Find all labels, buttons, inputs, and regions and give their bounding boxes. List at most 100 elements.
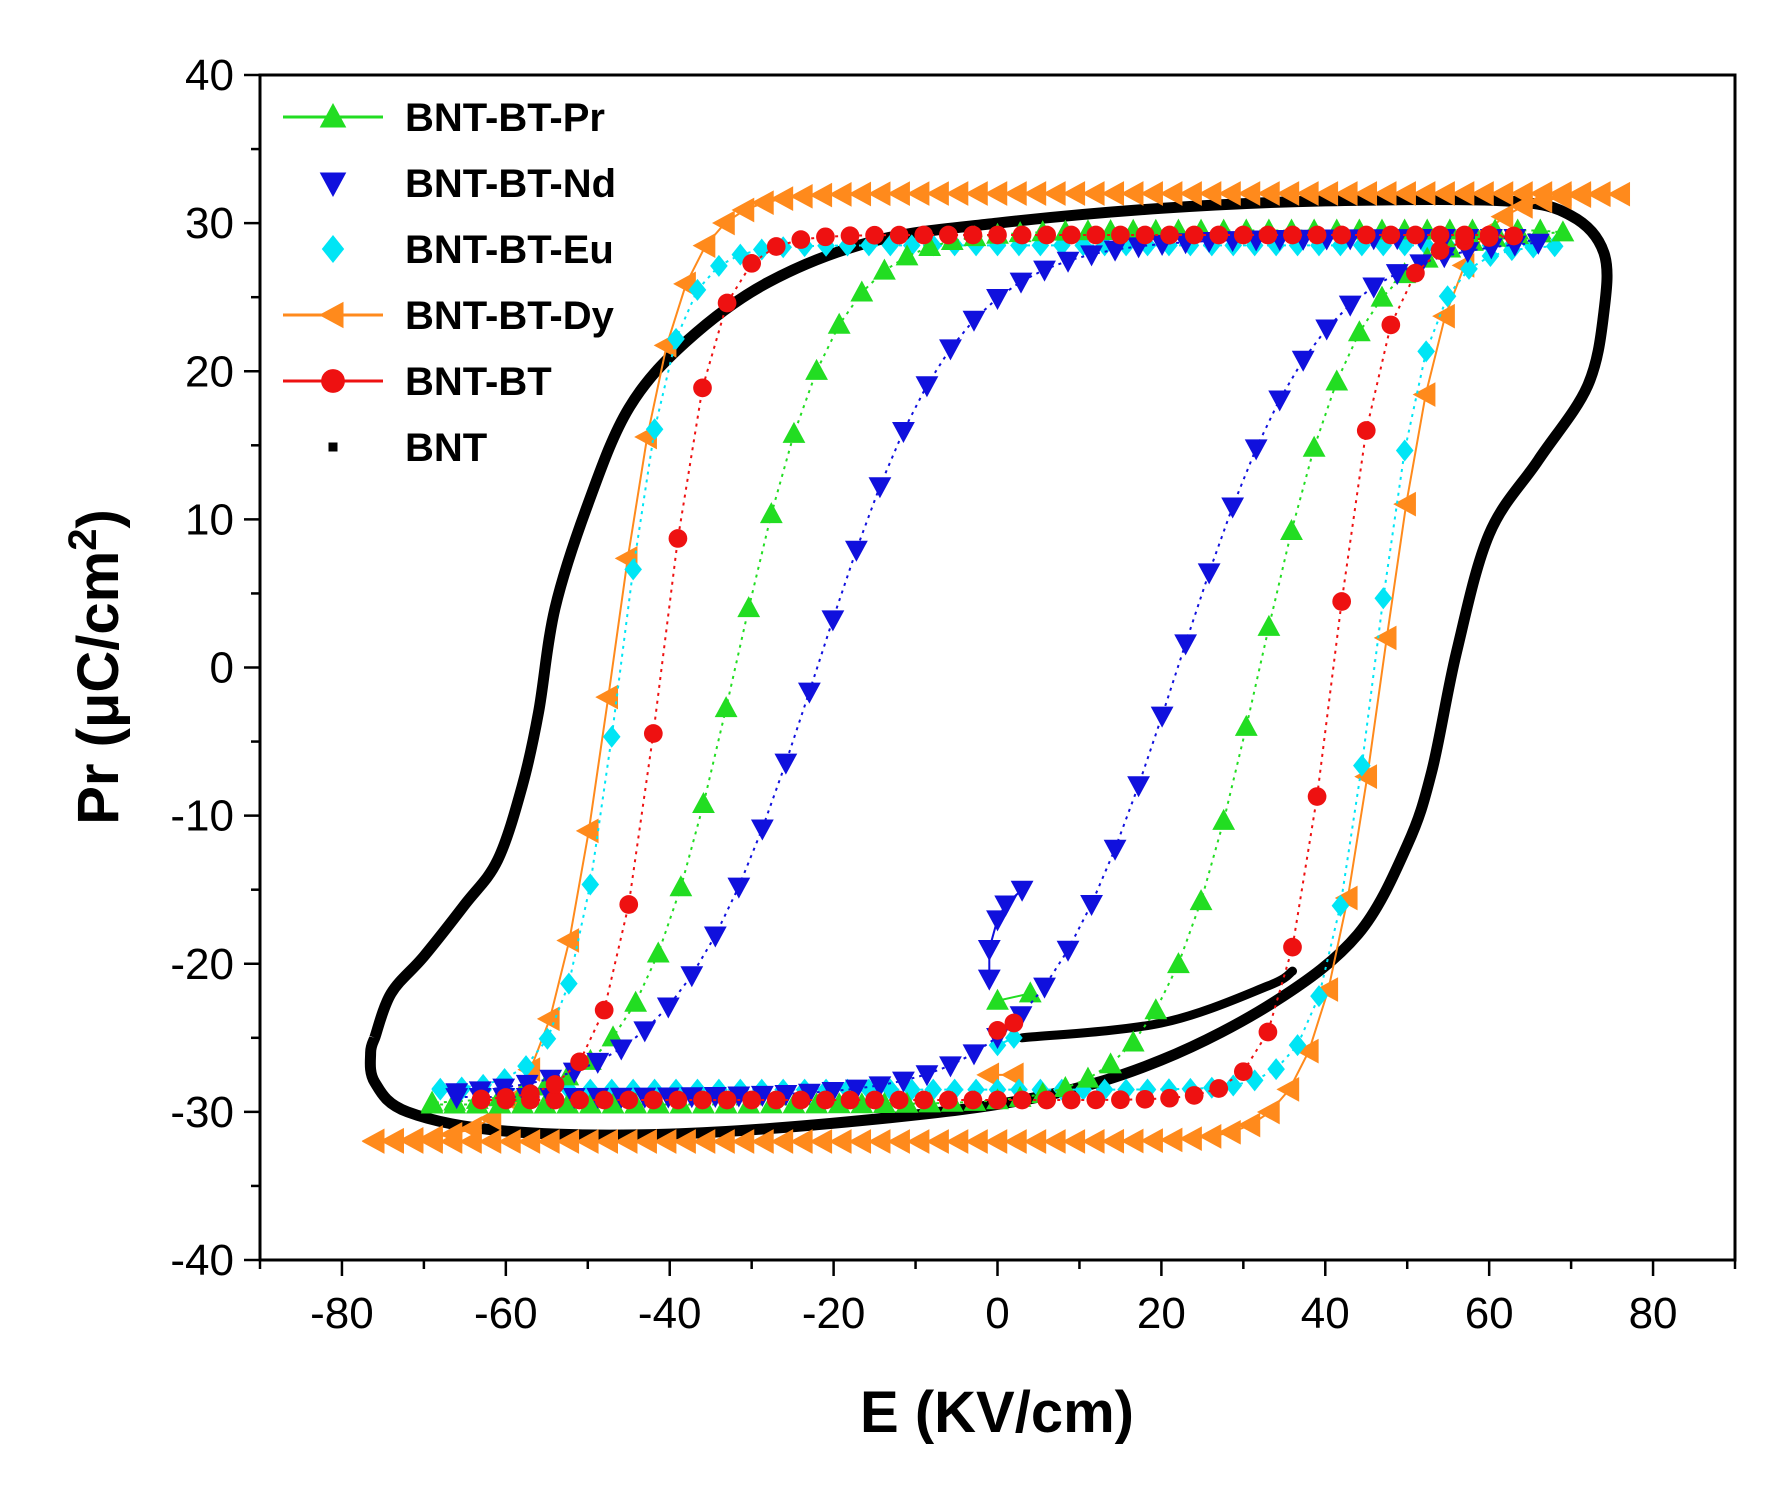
series-bnt-bt-point bbox=[1037, 1090, 1057, 1110]
series-bnt-bt-point bbox=[1012, 1090, 1032, 1110]
series-bnt-bt-nd-point bbox=[1526, 233, 1550, 255]
series-bnt-bt-point bbox=[840, 226, 860, 246]
series-bnt-bt-pr bbox=[420, 218, 1575, 1114]
series-bnt-bt-pr-point bbox=[782, 421, 806, 443]
series-bnt-bt-point bbox=[889, 225, 909, 245]
series-bnt-bt-point bbox=[1233, 1062, 1253, 1082]
series-bnt-bt-dy-point bbox=[1315, 181, 1339, 206]
series-bnt-bt-nd-point bbox=[774, 1085, 798, 1107]
legend-marker-bnt-bt-eu bbox=[321, 235, 345, 263]
series-bnt-bt-point bbox=[1061, 225, 1081, 245]
y-axis-title-main: Pr (μC/cm bbox=[66, 551, 131, 825]
series-bnt-bt-pr-point bbox=[1257, 614, 1281, 636]
series-bnt-bt-point bbox=[717, 1090, 737, 1110]
series-bnt-bt-point bbox=[1209, 1079, 1229, 1098]
series-bnt-bt-dy-point bbox=[1276, 1077, 1300, 1102]
series-bnt-bt-point bbox=[766, 1090, 786, 1110]
series-bnt-bt-dy-point bbox=[556, 928, 580, 953]
series-bnt-bt-eu-point bbox=[538, 1027, 557, 1050]
series-bnt-bt-nd-point bbox=[939, 339, 962, 361]
series-bnt-bt-eu-point bbox=[838, 234, 857, 257]
x-tick-label: -60 bbox=[474, 1289, 538, 1338]
x-tick-label: 60 bbox=[1465, 1289, 1514, 1338]
series-bnt-bt-dy-point bbox=[1315, 977, 1339, 1002]
series-bnt-bt-dy-point bbox=[1179, 1126, 1202, 1152]
legend-item-bnt-bt-dy: BNT-BT-Dy bbox=[283, 294, 615, 338]
y-tick-label: 10 bbox=[185, 495, 234, 544]
y-tick-label: -40 bbox=[170, 1236, 234, 1285]
series-bnt-bt-dy-point bbox=[1159, 1127, 1183, 1153]
series-bnt-bt-eu-point bbox=[1438, 285, 1457, 308]
series-bnt-bt-nd-point bbox=[986, 288, 1009, 310]
series-bnt-bt-dy-point bbox=[1529, 181, 1553, 206]
y-tick-label: 20 bbox=[185, 347, 234, 396]
series-bnt-bt-dy-point bbox=[1062, 1129, 1086, 1154]
series-bnt-bt-point bbox=[1332, 592, 1352, 611]
y-tick-label: 30 bbox=[185, 199, 234, 248]
series-bnt-bt-nd-point bbox=[1080, 245, 1103, 267]
series-bnt-bt-dy-point bbox=[556, 1129, 580, 1154]
series-bnt-bt-nd-point bbox=[1362, 277, 1386, 299]
series-bnt-bt-eu-point bbox=[645, 418, 664, 441]
series-bnt-bt-dy-point bbox=[1003, 1129, 1027, 1154]
series-bnt-bt-point bbox=[1233, 225, 1253, 245]
series-bnt-bt-nd-point bbox=[821, 610, 845, 632]
series-bnt-bt-eu-point bbox=[560, 972, 578, 995]
series-bnt-bt-nd-initial-point bbox=[986, 910, 1009, 932]
series-bnt-bt-dy-point bbox=[1120, 181, 1144, 206]
series-bnt-bt-pr-point bbox=[646, 941, 670, 963]
x-tick-label: 40 bbox=[1301, 1289, 1350, 1338]
series-bnt-bt-pr-point bbox=[1302, 435, 1326, 457]
series-bnt-bt-point bbox=[545, 1075, 565, 1094]
series-bnt-bt-nd-point bbox=[868, 1076, 892, 1098]
series-bnt-bt-point bbox=[988, 1090, 1007, 1110]
series-bnt-bt-pr-point bbox=[1212, 808, 1236, 830]
series-bnt-bt-dy-point bbox=[1218, 1119, 1241, 1145]
series-bnt-bt-point bbox=[643, 1090, 663, 1110]
series-bnt-bt-dy-point bbox=[1334, 181, 1358, 206]
series-bnt-bt-point bbox=[914, 225, 934, 245]
series-bnt-bt-dy-point bbox=[887, 181, 910, 206]
series-bnt-bt-pr-point bbox=[759, 502, 783, 524]
series-bnt-bt-dy-point bbox=[926, 181, 949, 206]
series-bnt-bt-point bbox=[816, 227, 835, 247]
series-bnt-bt-nd-point bbox=[797, 1083, 821, 1105]
series-bnt-bt-point bbox=[1086, 1090, 1106, 1110]
series-bnt-bt-dy-point bbox=[420, 1125, 443, 1150]
legend: BNT-BT-Pr BNT-BT-Nd BNT-BT-Eu BNT-BT-Dy BNT-… bbox=[283, 96, 616, 470]
series-bnt-bt-dy-point bbox=[828, 1129, 852, 1154]
series-bnt-bt-eu-point bbox=[988, 234, 1007, 257]
series-bnt-bt-point bbox=[496, 1088, 516, 1107]
series-bnt-bt-pr-point bbox=[850, 1092, 874, 1114]
series-bnt-bt-point bbox=[570, 1052, 589, 1072]
series-bnt-bt-dy-point bbox=[906, 1129, 930, 1154]
series-bnt-bt-nd-point bbox=[703, 1086, 727, 1108]
legend-label-bnt-bt: BNT-BT bbox=[405, 360, 552, 404]
series-bnt-bt-dy-point bbox=[614, 1129, 638, 1154]
series-bnt-bt-nd-point bbox=[1244, 439, 1268, 461]
series-bnt-bt-dy-point bbox=[1295, 1038, 1319, 1064]
series-bnt-bt-dy-point bbox=[634, 1129, 657, 1154]
series-bnt-bt-point bbox=[717, 293, 737, 313]
series-bnt-bt-dy-point bbox=[984, 181, 1008, 206]
series-bnt-bt-nd-point bbox=[1103, 839, 1127, 861]
series-bnt-bt-dy-point bbox=[1081, 1129, 1105, 1154]
series-bnt-bt-point bbox=[1430, 225, 1450, 245]
series-bnt-bt-dy-point bbox=[1237, 181, 1261, 206]
series-bnt-bt-eu-point bbox=[1460, 257, 1478, 280]
series-bnt-bt-dy-point bbox=[400, 1126, 424, 1152]
series-bnt-bt-dy-point bbox=[848, 1129, 872, 1154]
series-bnt-bt-pr-point bbox=[1189, 889, 1213, 911]
series-bnt-bt-nd-point bbox=[774, 753, 798, 775]
series-bnt-bt-dy-point bbox=[1490, 181, 1514, 206]
series-bnt-bt-point bbox=[742, 1090, 762, 1110]
series-bnt-bt-eu-line bbox=[440, 244, 1555, 1091]
series-bnt-bt-dy-point bbox=[770, 1129, 794, 1154]
legend-item-bnt-bt-nd: BNT-BT-Nd bbox=[319, 162, 616, 206]
series-bnt-bt-point bbox=[668, 1090, 688, 1110]
series-bnt-bt-point bbox=[1406, 225, 1425, 245]
series-bnt-bt-dy-point bbox=[926, 1129, 949, 1154]
series-bnt-bt-dy-point bbox=[536, 1006, 560, 1032]
series-bnt-bt-eu-point bbox=[624, 558, 642, 581]
series-bnt-bt-nd-point bbox=[633, 1021, 657, 1043]
